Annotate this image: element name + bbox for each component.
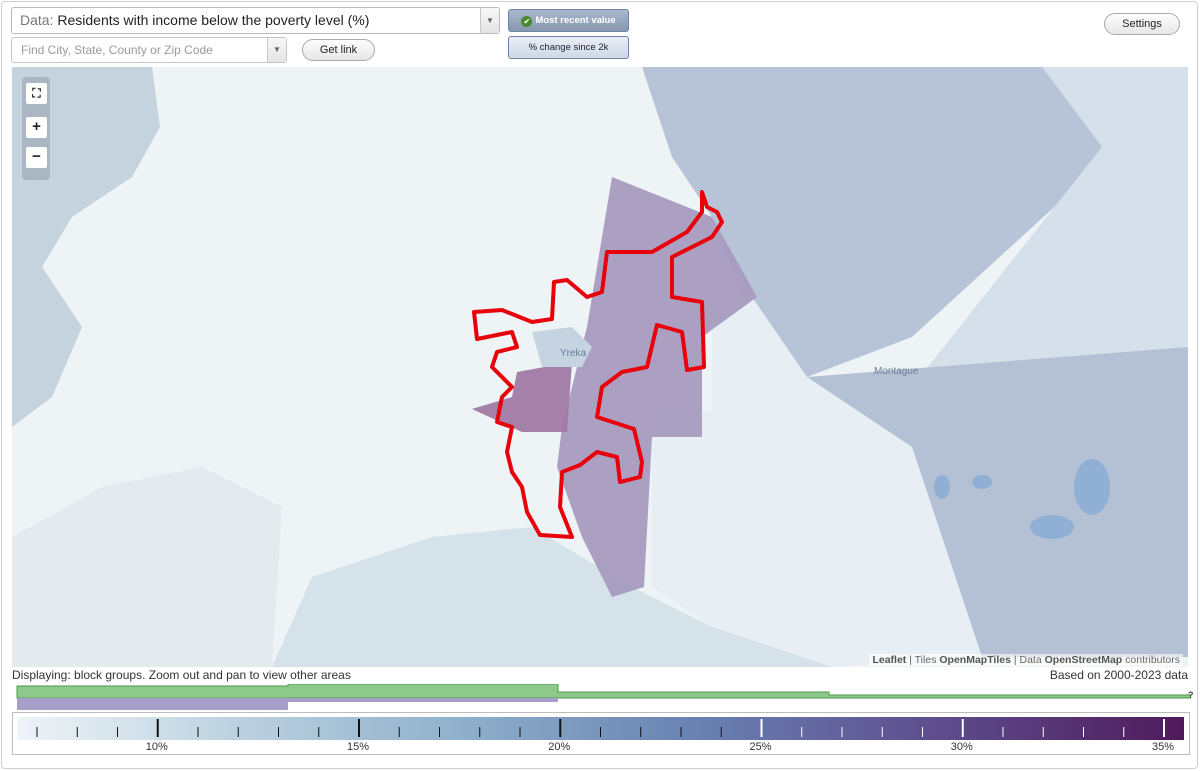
data-prefix-label: Data: [20, 12, 54, 28]
city-boundary-outline [472, 190, 724, 539]
purple-distribution-bar [288, 698, 558, 702]
legend-ticks [36, 719, 1165, 737]
legend-tick-label: 15% [347, 741, 370, 753]
zoom-control: ⛶ + − [22, 77, 50, 180]
attribution-text: contributors [1125, 654, 1180, 666]
leaflet-link[interactable]: Leaflet [872, 654, 907, 666]
most-recent-label: Most recent value [535, 15, 616, 26]
block-group-high-poverty [557, 177, 757, 597]
region-east [807, 347, 1188, 657]
display-status: Displaying: block groups. Zoom out and p… [12, 668, 351, 682]
place-label-montague: Montague [874, 366, 919, 377]
lake [972, 475, 992, 489]
region-east-light [912, 67, 1188, 387]
zoom-out-button[interactable]: − [26, 147, 47, 168]
help-icon[interactable]: ? [1188, 690, 1194, 700]
lake [1074, 459, 1110, 515]
openmaptiles-link[interactable]: OpenMapTiles [939, 654, 1011, 666]
green-distribution-line [16, 684, 1191, 699]
region-northeast [642, 67, 1188, 377]
attribution-text: | Tiles [909, 654, 937, 666]
legend-tick-label: 30% [950, 741, 973, 753]
data-selector-value: Residents with income below the poverty … [57, 12, 370, 28]
region-southwest [12, 467, 282, 667]
dropdown-arrow-icon[interactable]: ▼ [480, 8, 499, 33]
map-canvas[interactable] [12, 67, 1188, 667]
percent-change-toggle[interactable]: % change since 2k [508, 36, 629, 59]
openstreetmap-link[interactable]: OpenStreetMap [1044, 654, 1123, 666]
legend-tick-label: 25% [749, 741, 772, 753]
settings-button[interactable]: Settings [1104, 13, 1180, 35]
get-link-button[interactable]: Get link [302, 39, 375, 61]
most-recent-value-toggle[interactable]: ✔ Most recent value [508, 9, 629, 32]
data-selector[interactable]: Data: Residents with income below the po… [11, 7, 500, 34]
attribution-text: | Data [1013, 654, 1042, 666]
checkmark-icon: ✔ [521, 16, 533, 27]
zoom-in-button[interactable]: + [26, 117, 47, 138]
data-range-note: Based on 2000-2023 data [1049, 668, 1188, 682]
color-legend: 10% 15% 20% 25% 30% 35% [12, 712, 1190, 755]
purple-distribution-bar [17, 698, 288, 710]
region-south [272, 527, 832, 667]
legend-tick-label: 10% [145, 741, 168, 753]
lake [1030, 515, 1074, 539]
map-attribution: Leaflet | Tiles OpenMapTiles | Data Open… [869, 654, 1183, 666]
distribution-bars [16, 684, 1191, 710]
town-area [532, 327, 592, 367]
region-west [12, 67, 160, 427]
fit-bounds-icon[interactable]: ⛶ [26, 83, 47, 104]
location-search[interactable]: ▼ [11, 37, 287, 63]
region-southeast-light [652, 297, 982, 667]
legend-tick-label: 35% [1152, 741, 1175, 753]
search-input[interactable] [12, 38, 262, 62]
place-label-yreka: Yreka [560, 348, 587, 359]
lake [934, 475, 950, 499]
search-dropdown-arrow-icon[interactable]: ▼ [267, 38, 286, 62]
map-view[interactable]: ⛶ + − Yreka Montague Leaflet | Tiles Ope… [12, 67, 1188, 667]
legend-tick-label: 20% [548, 741, 571, 753]
